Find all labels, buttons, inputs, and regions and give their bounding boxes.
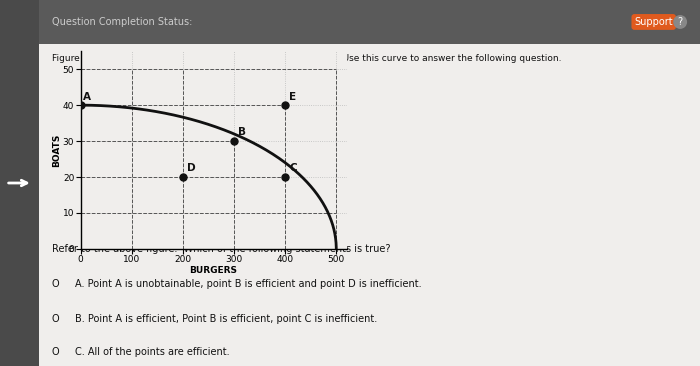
- Text: O: O: [52, 314, 60, 325]
- Text: Question Completion Status:: Question Completion Status:: [52, 17, 192, 27]
- Text: O: O: [52, 279, 60, 289]
- Text: E: E: [289, 92, 296, 101]
- Text: A: A: [83, 92, 91, 101]
- Text: Support: Support: [634, 17, 673, 27]
- Text: O: O: [52, 347, 60, 357]
- Text: C. All of the points are efficient.: C. All of the points are efficient.: [75, 347, 230, 357]
- Text: ?: ?: [678, 17, 682, 27]
- Text: C: C: [289, 163, 297, 173]
- X-axis label: BURGERS: BURGERS: [190, 265, 237, 274]
- Text: A. Point A is unobtainable, point B is efficient and point D is inefficient.: A. Point A is unobtainable, point B is e…: [75, 279, 421, 289]
- Text: B. Point A is efficient, Point B is efficient, point C is inefficient.: B. Point A is efficient, Point B is effi…: [75, 314, 377, 325]
- Text: D: D: [187, 163, 195, 173]
- Text: B: B: [238, 127, 246, 138]
- Y-axis label: BOATS: BOATS: [52, 133, 62, 167]
- Text: Figure 2.2 shows the Production Possibilities Curve for a nation. Use this curve: Figure 2.2 shows the Production Possibil…: [52, 53, 561, 63]
- Text: Refer to the above figure.  Which of the following statements is true?: Refer to the above figure. Which of the …: [52, 244, 390, 254]
